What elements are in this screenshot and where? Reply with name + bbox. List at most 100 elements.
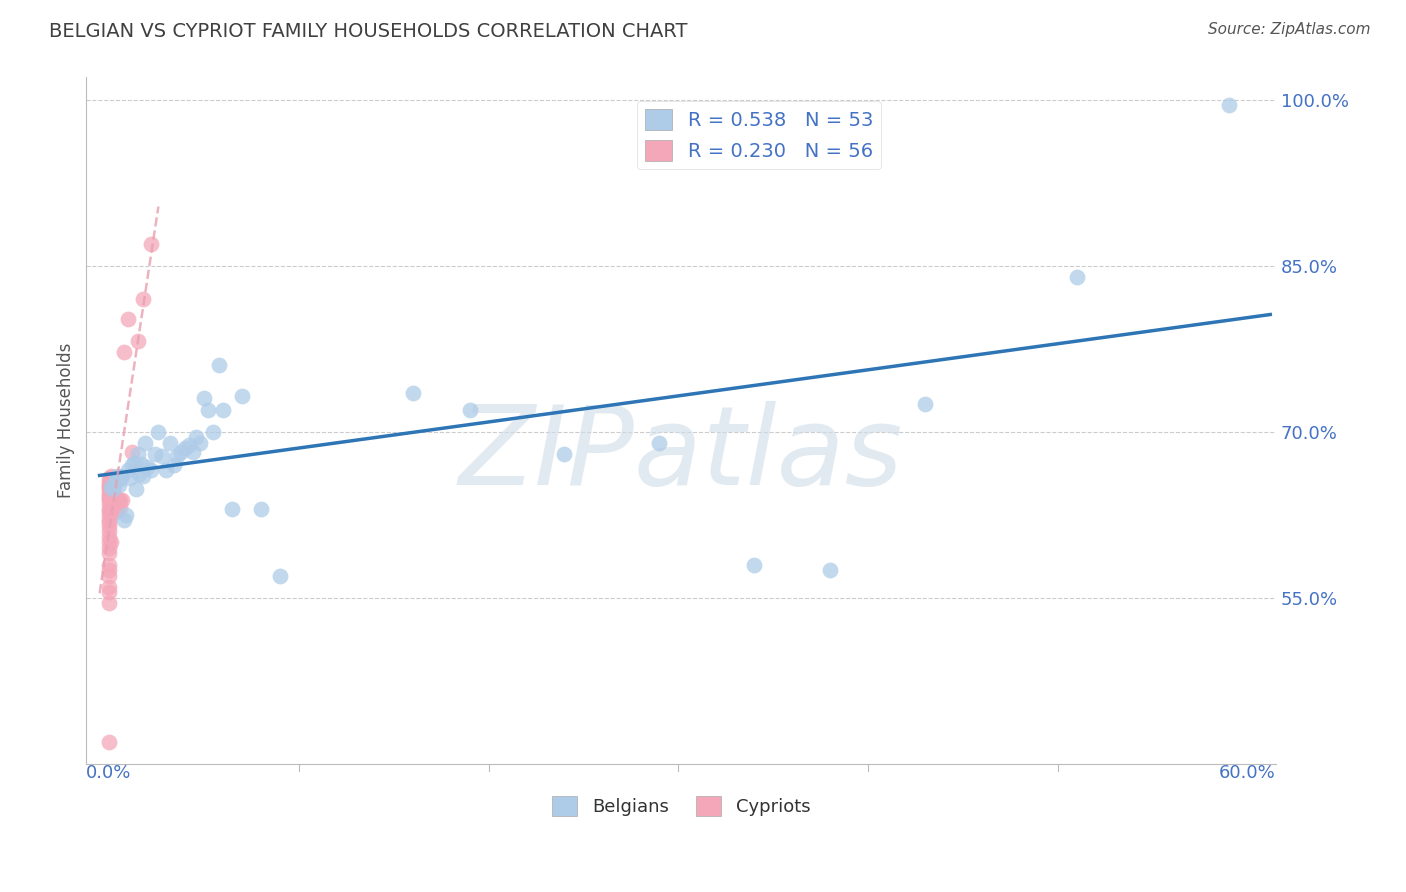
Point [818,563,841,577]
Point [202,425,225,439]
Point [98,483,121,497]
Point [132,469,155,483]
Point [221,502,243,516]
Legend: Belgians, Cypriots: Belgians, Cypriots [546,789,817,823]
Point [742,558,765,572]
Point [98,504,121,518]
Point [100,480,122,494]
Point [98,518,121,533]
Point [98,475,121,489]
Point [98,734,121,748]
Point [458,402,481,417]
Point [231,389,253,403]
Y-axis label: Family Households: Family Households [58,343,75,499]
Point [105,471,128,485]
Point [648,435,671,450]
Point [98,478,121,492]
Text: Source: ZipAtlas.com: Source: ZipAtlas.com [1208,22,1371,37]
Point [111,493,134,508]
Point [117,311,139,326]
Point [104,500,127,514]
Point [143,447,166,461]
Point [1066,269,1088,284]
Point [101,502,124,516]
Point [98,535,121,549]
Point [107,478,129,492]
Point [101,493,124,508]
Text: ZIPatlas: ZIPatlas [458,401,904,508]
Point [139,236,162,251]
Point [100,480,122,494]
Point [105,493,128,508]
Point [101,475,124,489]
Text: 60.0%: 60.0% [1219,764,1275,781]
Point [107,494,129,508]
Point [105,469,128,483]
Point [139,463,162,477]
Point [150,449,173,463]
Point [177,438,200,452]
Point [136,460,159,475]
Point [98,546,121,560]
Point [112,345,135,359]
Point [914,397,936,411]
Point [212,402,235,417]
Point [188,435,211,450]
Point [98,508,121,522]
Point [208,359,231,373]
Point [98,502,121,516]
Point [98,480,121,494]
Point [98,485,121,500]
Point [170,444,193,458]
Text: BELGIAN VS CYPRIOT FAMILY HOUSEHOLDS CORRELATION CHART: BELGIAN VS CYPRIOT FAMILY HOUSEHOLDS COR… [49,22,688,41]
Point [118,471,141,485]
Point [98,489,121,503]
Point [98,516,121,530]
Point [100,508,122,522]
Point [98,568,121,582]
Point [100,475,122,489]
Point [131,457,153,471]
Point [98,596,121,610]
Point [98,513,121,527]
Point [98,558,121,572]
Point [122,456,145,470]
Point [98,585,121,599]
Point [121,458,143,472]
Point [186,430,208,444]
Point [98,493,121,508]
Point [98,563,121,577]
Point [174,442,197,456]
Point [101,483,124,497]
Point [98,530,121,544]
Point [181,444,204,458]
Point [98,541,121,555]
Point [162,458,184,472]
Point [100,471,122,485]
Point [127,447,149,461]
Point [121,444,143,458]
Point [127,334,149,348]
Point [98,524,121,539]
Point [100,491,122,505]
Point [128,467,150,481]
Point [112,513,135,527]
Point [193,392,215,406]
Point [100,469,122,483]
Point [98,491,121,505]
Point [105,504,128,518]
Point [98,471,121,485]
Point [110,472,132,486]
Point [98,497,121,511]
Point [98,580,121,594]
Point [101,483,124,497]
Point [104,489,127,503]
Point [1218,98,1240,112]
Point [553,447,575,461]
Point [115,508,138,522]
Point [159,435,181,450]
Point [148,425,170,439]
Point [100,497,122,511]
Point [104,493,127,508]
Point [401,386,423,401]
